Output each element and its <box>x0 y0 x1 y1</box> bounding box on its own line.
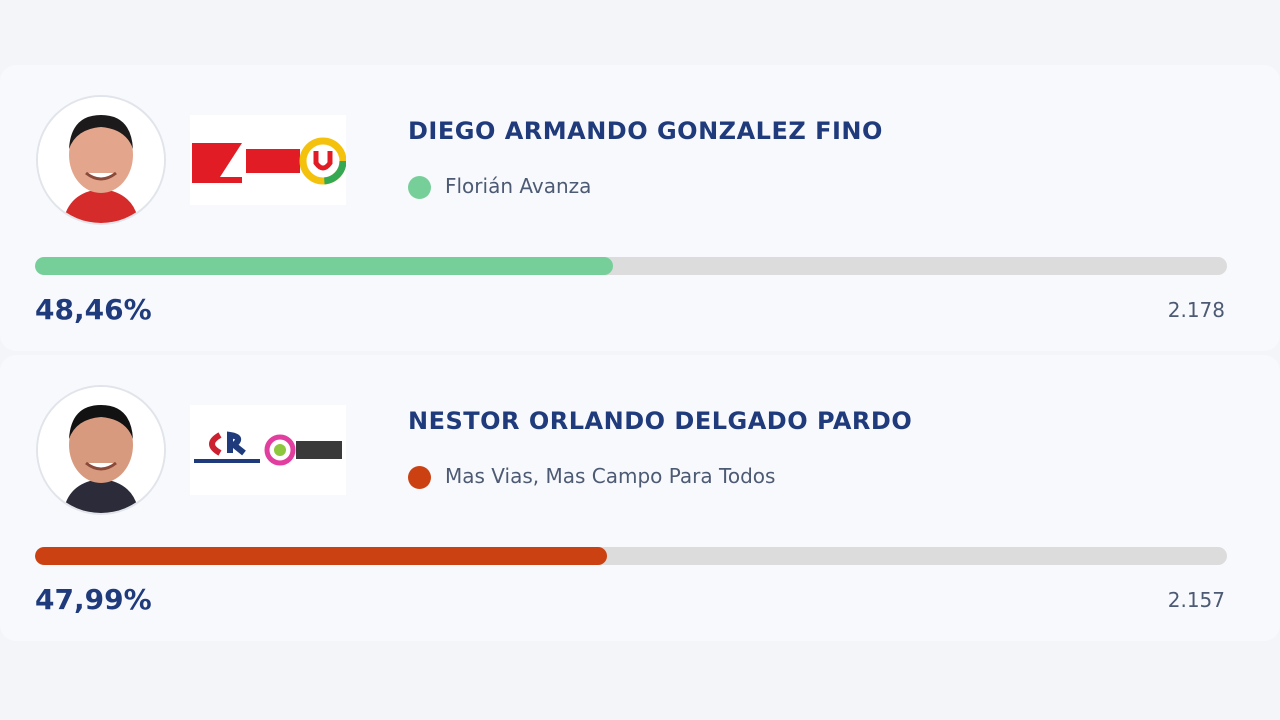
vote-percent: 47,99% <box>35 583 152 616</box>
vote-count: 2.178 <box>1167 298 1225 322</box>
party-color-dot <box>408 466 431 489</box>
party-color-dot <box>408 176 431 199</box>
candidate-card <box>0 355 1280 641</box>
party-name: Mas Vias, Mas Campo Para Todos <box>445 464 776 488</box>
vote-percent: 48,46% <box>35 293 152 326</box>
progress-bar <box>35 257 613 275</box>
party-logo <box>192 137 347 185</box>
face <box>38 97 164 223</box>
candidate-photo <box>36 95 166 225</box>
progress-track <box>35 257 1227 275</box>
party-logo <box>194 431 342 466</box>
candidate-name: NESTOR ORLANDO DELGADO PARDO <box>408 407 913 435</box>
vote-count: 2.157 <box>1167 588 1225 612</box>
progress-track <box>35 547 1227 565</box>
party-logo-box <box>190 405 346 495</box>
candidate-photo <box>36 385 166 515</box>
face <box>38 387 164 513</box>
party-logo-box <box>190 115 347 205</box>
candidate-name: DIEGO ARMANDO GONZALEZ FINO <box>408 117 883 145</box>
progress-bar <box>35 547 608 565</box>
candidate-card <box>0 65 1280 351</box>
party-name: Florián Avanza <box>445 174 592 198</box>
